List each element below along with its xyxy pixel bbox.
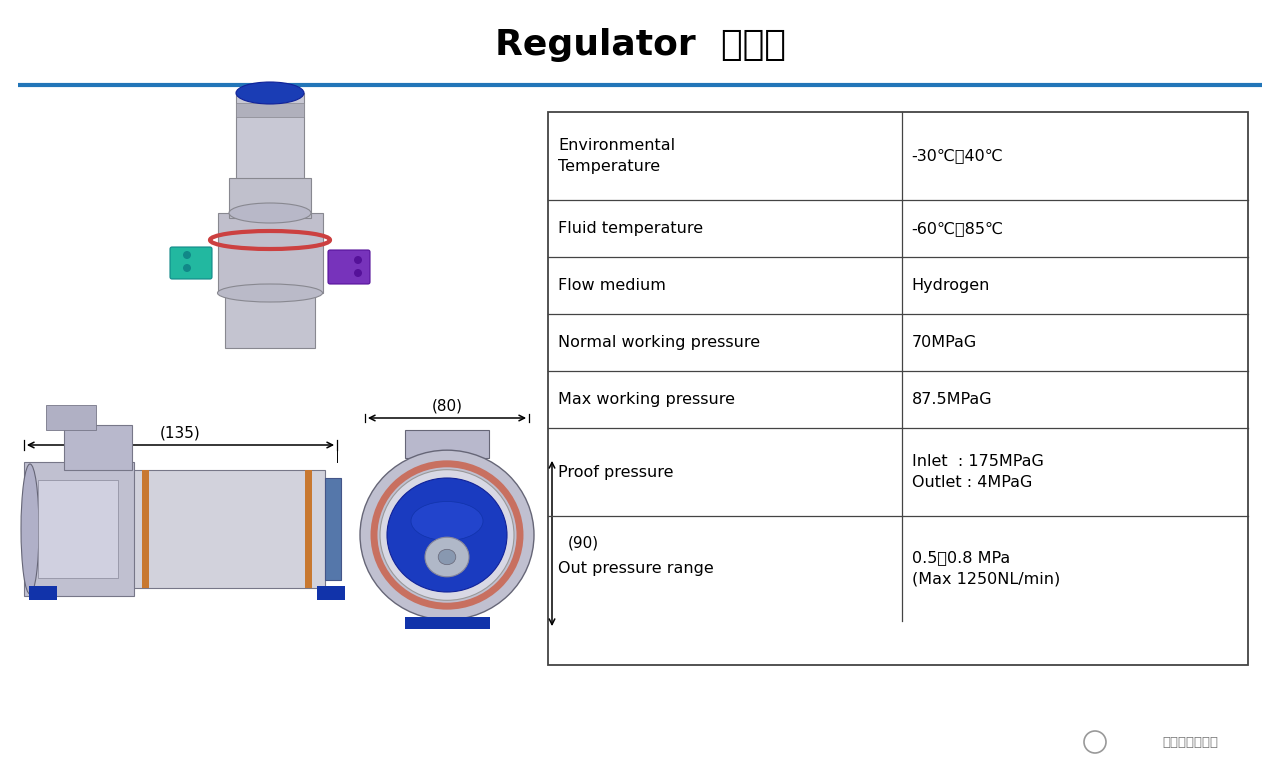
Text: (80): (80): [431, 399, 462, 413]
FancyBboxPatch shape: [328, 250, 370, 284]
Text: (90): (90): [568, 536, 599, 551]
Bar: [236, 103, 305, 117]
Text: Max working pressure: Max working pressure: [558, 392, 735, 407]
Ellipse shape: [236, 82, 305, 104]
Text: 70MPaG: 70MPaG: [911, 335, 977, 350]
Text: Inlet  : 175MPaG
Outlet : 4MPaG: Inlet : 175MPaG Outlet : 4MPaG: [911, 454, 1043, 490]
Ellipse shape: [183, 264, 191, 272]
Bar: [218, 243, 323, 273]
Text: Fluid temperature: Fluid temperature: [558, 221, 703, 236]
Text: Flow medium: Flow medium: [558, 278, 666, 293]
Bar: [24, 462, 134, 596]
Text: 87.5MPaG: 87.5MPaG: [911, 392, 992, 407]
Text: 公共交通联合会: 公共交通联合会: [1162, 736, 1219, 748]
FancyBboxPatch shape: [170, 247, 212, 279]
Ellipse shape: [218, 284, 323, 302]
Ellipse shape: [438, 549, 456, 565]
Bar: [142, 470, 148, 588]
Bar: [305, 470, 312, 588]
Ellipse shape: [20, 464, 38, 594]
Ellipse shape: [183, 251, 191, 259]
Bar: [325, 478, 340, 580]
Bar: [22, 435, 337, 620]
Bar: [225, 293, 315, 348]
Bar: [548, 112, 1248, 665]
Text: Regulator  调压器: Regulator 调压器: [494, 28, 786, 62]
Bar: [404, 430, 489, 458]
Ellipse shape: [387, 478, 507, 592]
Text: Environmental
Temperature: Environmental Temperature: [558, 138, 675, 174]
Text: 0.5～0.8 MPa
(Max 1250NL/min): 0.5～0.8 MPa (Max 1250NL/min): [911, 550, 1060, 587]
Ellipse shape: [355, 269, 362, 277]
Text: (135): (135): [160, 426, 201, 441]
Ellipse shape: [380, 469, 515, 601]
Bar: [64, 425, 132, 470]
Bar: [229, 178, 311, 218]
Ellipse shape: [425, 537, 468, 577]
Bar: [404, 617, 490, 629]
Bar: [236, 93, 305, 213]
Ellipse shape: [360, 450, 534, 620]
Text: Out pressure range: Out pressure range: [558, 561, 714, 576]
Bar: [46, 405, 96, 430]
Text: Proof pressure: Proof pressure: [558, 465, 673, 479]
Text: Hydrogen: Hydrogen: [911, 278, 989, 293]
Bar: [317, 586, 346, 600]
Ellipse shape: [411, 501, 483, 541]
Text: Normal working pressure: Normal working pressure: [558, 335, 760, 350]
Text: -30℃～40℃: -30℃～40℃: [911, 148, 1004, 163]
Ellipse shape: [355, 256, 362, 264]
Text: -60℃～85℃: -60℃～85℃: [911, 221, 1004, 236]
Ellipse shape: [229, 203, 311, 223]
Bar: [218, 213, 323, 293]
Bar: [29, 586, 58, 600]
Bar: [131, 470, 325, 588]
Bar: [38, 480, 118, 578]
